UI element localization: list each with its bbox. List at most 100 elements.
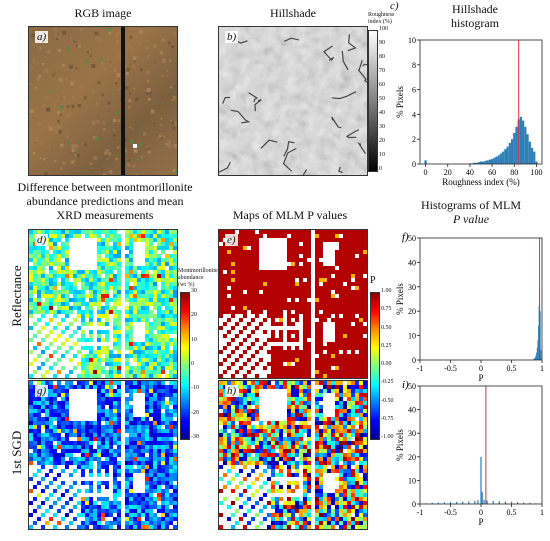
- colorbar-tick-label: 1.00: [381, 288, 392, 294]
- x-axis-label: P: [478, 517, 483, 527]
- roughness-colorbar: [368, 30, 378, 172]
- histogram-bar: [531, 148, 533, 164]
- mlm-p-map-sgd: [219, 381, 367, 529]
- x-tick-label: 60: [488, 168, 496, 177]
- title-rgb: RGB image: [28, 6, 178, 20]
- montmorillonite-colorbar-title: Montmorillonite abundance (wt %): [178, 268, 218, 289]
- y-axis-label: % Pixels: [395, 283, 405, 315]
- axes-frame: [420, 238, 542, 360]
- histogram-bar: [500, 153, 502, 164]
- colorbar-tick-label: -20: [191, 410, 199, 416]
- panel-label-c: c): [390, 0, 399, 12]
- colorbar-tick-label: 0: [379, 166, 382, 172]
- y-tick-label: 50: [408, 234, 416, 243]
- y-tick-label: 30: [408, 429, 416, 438]
- montmorillonite-colorbar: [180, 292, 190, 440]
- title-histograms-mlm-line1: Histograms of MLM: [396, 198, 546, 212]
- histogram-bar: [424, 160, 426, 164]
- histogram-bar: [493, 158, 495, 164]
- colorbar-tick-label: 10: [191, 337, 197, 343]
- y-tick-label: 20: [408, 453, 416, 462]
- panel-label-b: b): [225, 31, 238, 43]
- histogram-bar: [524, 127, 526, 164]
- panel-label-e: e): [225, 234, 238, 246]
- y-tick-label: 0: [412, 500, 416, 509]
- panel-mlm-p-reflectance: e): [218, 229, 368, 379]
- x-tick-label: 40: [466, 168, 474, 177]
- title-hillshade-histogram: Hillshade histogram: [410, 2, 540, 30]
- histogram-bar: [487, 160, 489, 164]
- x-tick-label: 80: [510, 168, 518, 177]
- y-tick-label: 10: [408, 476, 416, 485]
- montmorillonite-colorbar-title-line2: abundance: [178, 275, 218, 282]
- y-tick-label: 0: [412, 160, 416, 169]
- y-tick-label: 40: [408, 258, 416, 267]
- histogram-bar: [515, 127, 517, 164]
- histogram-bar: [507, 147, 509, 164]
- histogram-bar: [533, 152, 535, 164]
- colorbar-tick-label: 40: [379, 110, 385, 116]
- histogram-bar: [511, 139, 513, 164]
- title-difference-line2: abundance predictions and mean: [0, 194, 210, 208]
- histogram-bar: [484, 161, 486, 164]
- mlm-p-map-reflectance: [219, 230, 367, 378]
- panel-label-i: i): [402, 380, 409, 391]
- y-tick-label: 30: [408, 283, 416, 292]
- histogram-bar: [529, 142, 531, 164]
- x-tick-label: 0: [479, 508, 483, 517]
- histogram-bar: [480, 457, 481, 504]
- x-tick-label: -0.5: [444, 508, 457, 517]
- colorbar-tick-label: 10: [379, 152, 385, 158]
- histogram-bar: [504, 149, 506, 164]
- x-tick-label: 100: [530, 168, 542, 177]
- x-tick-label: 20: [444, 168, 452, 177]
- difference-map-reflectance: [29, 230, 177, 378]
- colorbar-tick-label: 60: [379, 82, 385, 88]
- panel-rgb-image: a): [28, 26, 178, 176]
- y-tick-label: 10: [408, 36, 416, 45]
- row-label-reflectance: Reflectance: [9, 251, 25, 341]
- colorbar-tick-label: 20: [191, 312, 197, 318]
- title-hillshade-histogram-line2: histogram: [410, 16, 540, 30]
- y-tick-label: 50: [408, 382, 416, 391]
- x-tick-label: 0: [424, 168, 428, 177]
- title-histograms-mlm-line2: P value: [396, 212, 546, 226]
- roughness-colorbar-title-line2: index (%): [368, 19, 394, 26]
- x-tick-label: 0.5: [507, 364, 517, 373]
- y-tick-label: 4: [412, 110, 416, 119]
- colorbar-tick-label: 90: [379, 40, 385, 46]
- colorbar-tick-label: 0.00: [381, 361, 392, 367]
- histogram-bar: [513, 133, 515, 164]
- histogram-bar: [526, 134, 528, 164]
- montmorillonite-colorbar-title-line1: Montmorillonite: [178, 268, 218, 275]
- difference-map-sgd: [29, 381, 177, 529]
- histogram-bar: [499, 501, 500, 504]
- histogram-bar: [474, 501, 475, 504]
- colorbar-tick-label: 0.50: [381, 325, 392, 331]
- colorbar-tick-label: 70: [379, 68, 385, 74]
- panel-mlm-p-sgd: h): [218, 380, 368, 530]
- colorbar-tick-label: -10: [191, 385, 199, 391]
- histogram-bar: [482, 492, 483, 504]
- title-hillshade: Hillshade: [218, 6, 368, 20]
- row-label-1st-sgd: 1st SGD: [9, 408, 25, 498]
- histogram-bar: [522, 121, 524, 164]
- x-tick-label: -1: [417, 364, 424, 373]
- y-tick-label: 40: [408, 406, 416, 415]
- y-tick-label: 2: [412, 135, 416, 144]
- montmorillonite-colorbar-title-line3: (wt %): [178, 282, 218, 289]
- x-tick-label: 0.5: [507, 508, 517, 517]
- x-tick-label: -1: [417, 508, 424, 517]
- colorbar-tick-label: 30: [191, 288, 197, 294]
- x-axis-label: Roughness index (%): [442, 177, 520, 187]
- histogram-bar: [495, 157, 497, 164]
- colorbar-tick-label: 0.75: [381, 306, 392, 312]
- title-difference: Difference between montmorillonite abund…: [0, 180, 210, 222]
- panel-label-h: h): [225, 385, 238, 397]
- histogram-bar: [502, 152, 504, 164]
- y-tick-label: 10: [408, 332, 416, 341]
